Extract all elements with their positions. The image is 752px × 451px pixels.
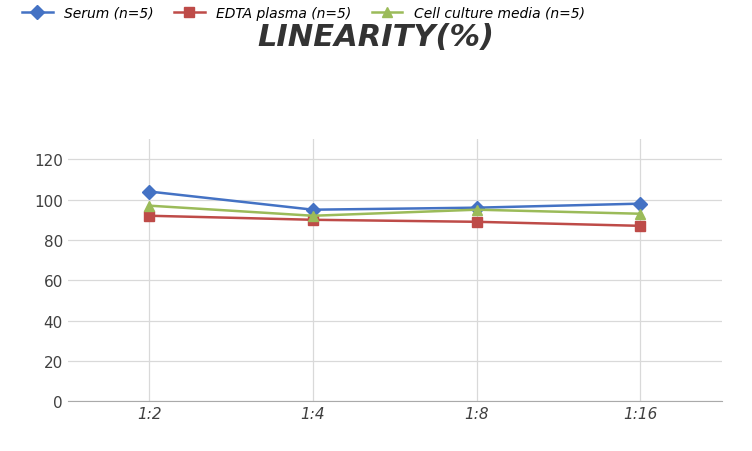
Line: Cell culture media (n=5): Cell culture media (n=5) (144, 201, 645, 221)
EDTA plasma (n=5) (635, 224, 644, 229)
Cell culture media (n=5) (635, 212, 644, 217)
Cell culture media (n=5) (308, 214, 317, 219)
EDTA plasma (n=5) (472, 220, 481, 225)
EDTA plasma (n=5) (308, 217, 317, 223)
Cell culture media (n=5) (472, 207, 481, 213)
Serum (n=5) (635, 202, 644, 207)
EDTA plasma (n=5) (145, 214, 154, 219)
Serum (n=5) (308, 207, 317, 213)
Serum (n=5) (472, 206, 481, 211)
Serum (n=5) (145, 189, 154, 195)
Line: Serum (n=5): Serum (n=5) (144, 187, 645, 215)
Legend: Serum (n=5), EDTA plasma (n=5), Cell culture media (n=5): Serum (n=5), EDTA plasma (n=5), Cell cul… (22, 7, 584, 21)
Cell culture media (n=5) (145, 203, 154, 209)
Text: LINEARITY(%): LINEARITY(%) (257, 23, 495, 51)
Line: EDTA plasma (n=5): EDTA plasma (n=5) (144, 212, 645, 231)
